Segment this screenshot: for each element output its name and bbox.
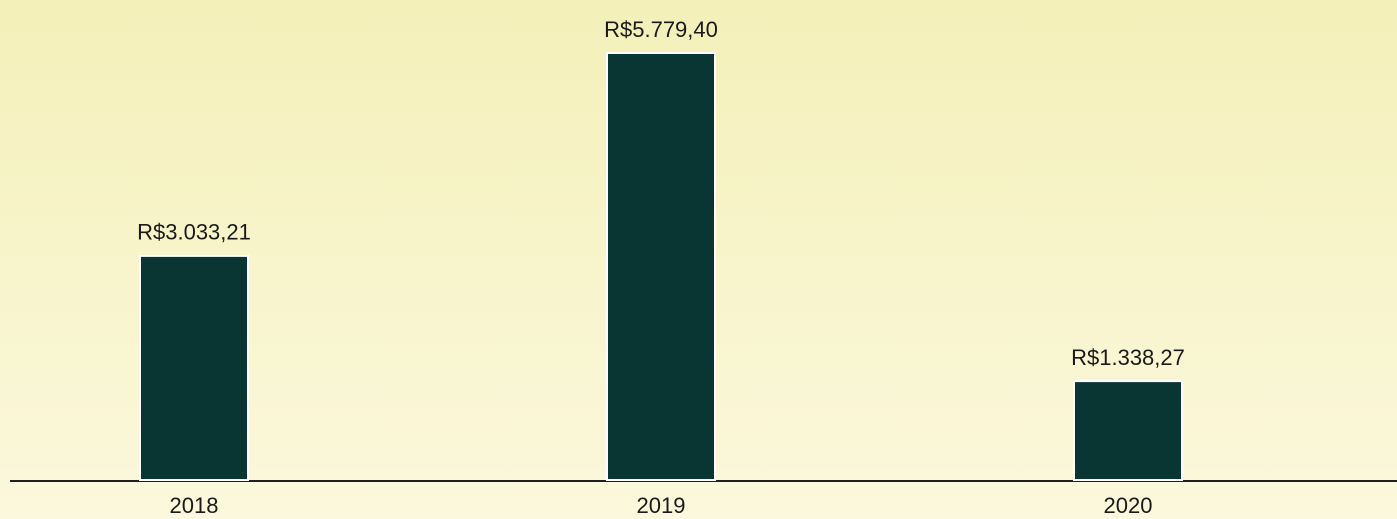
bar bbox=[139, 254, 249, 481]
x-tick-label: 2020 bbox=[1104, 493, 1153, 518]
bar bbox=[1073, 380, 1183, 481]
value-label: R$5.779,40 bbox=[604, 17, 718, 42]
bar bbox=[606, 52, 716, 481]
value-label: R$1.338,27 bbox=[1071, 345, 1185, 370]
x-tick-label: 2019 bbox=[637, 493, 686, 518]
value-label: R$3.033,21 bbox=[137, 220, 251, 245]
x-tick-label: 2018 bbox=[170, 493, 219, 518]
